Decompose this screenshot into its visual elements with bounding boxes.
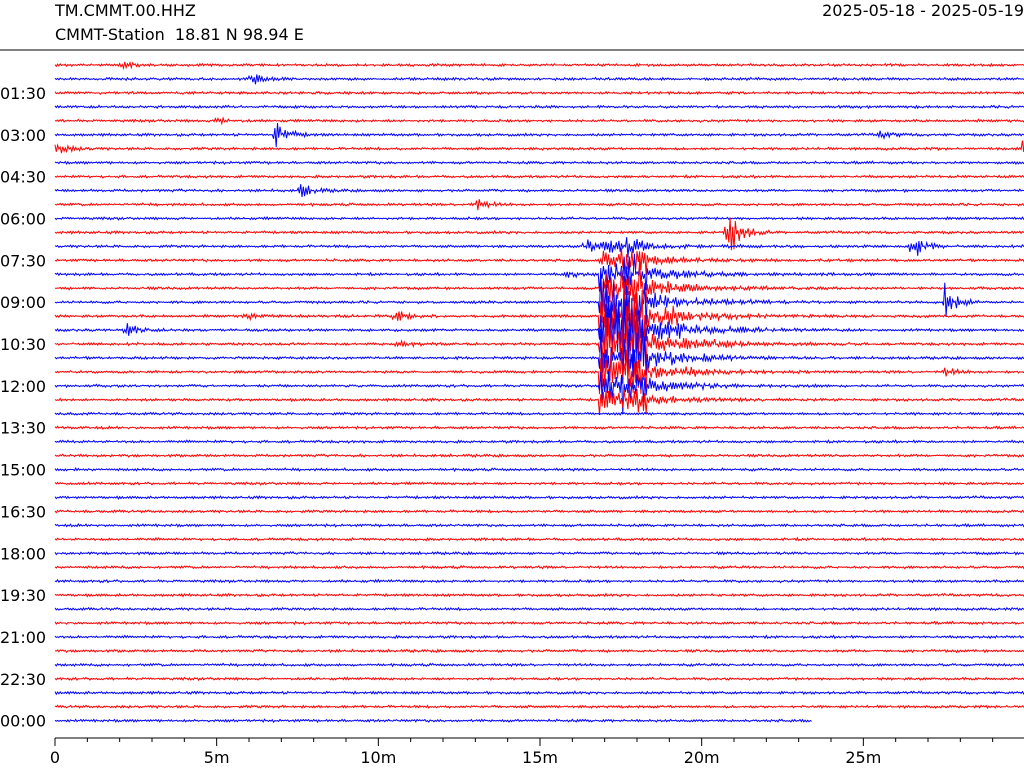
- trace-31: [54, 494, 1024, 500]
- trace-39: [54, 606, 1024, 612]
- trace-5: [54, 122, 1024, 148]
- trace-29: [54, 467, 1024, 473]
- x-tick-label: 0: [50, 748, 60, 767]
- trace-43: [54, 662, 1024, 668]
- trace-34: [54, 536, 1024, 542]
- trace-28: [54, 453, 1024, 459]
- trace-11: [54, 215, 1024, 221]
- trace-10: [54, 199, 1024, 211]
- y-tick-label: 22:30: [0, 670, 46, 689]
- y-tick-label: 12:00: [0, 377, 46, 396]
- trace-44: [54, 676, 1024, 682]
- trace-32: [54, 509, 1024, 514]
- trace-35: [54, 550, 1024, 556]
- seismic-traces: [54, 60, 1024, 724]
- trace-20: [54, 303, 1024, 386]
- trace-7: [54, 160, 1024, 166]
- y-tick-label: 21:00: [0, 628, 46, 647]
- trace-13: [54, 237, 1024, 258]
- x-tick-label: 5m: [204, 748, 230, 767]
- y-tick-label: 03:00: [0, 126, 46, 145]
- station-info: CMMT-Station 18.81 N 98.94 E: [55, 25, 304, 44]
- y-tick-label: 01:30: [0, 84, 46, 103]
- y-tick-label: 16:30: [0, 502, 46, 521]
- trace-15: [54, 253, 1024, 292]
- trace-27: [54, 439, 1024, 445]
- trace-38: [54, 592, 1024, 598]
- trace-42: [54, 648, 1024, 654]
- trace-2: [54, 90, 1024, 96]
- x-tick-label: 25m: [845, 748, 881, 767]
- y-ticks: 01:30 03:00 04:30 06:00 07:30 09:00 10:30 12:00…: [0, 84, 46, 731]
- trace-24: [54, 388, 1024, 415]
- x-tick-label: 15m: [522, 748, 558, 767]
- trace-17: [54, 267, 1024, 342]
- trace-4: [54, 116, 1024, 126]
- trace-9: [54, 184, 1024, 198]
- trace-30: [54, 481, 1024, 486]
- y-tick-label: 10:30: [0, 335, 46, 354]
- trace-1: [54, 74, 1024, 85]
- trace-36: [54, 564, 1024, 570]
- trace-33: [54, 522, 1024, 528]
- y-tick-label: 04:30: [0, 168, 46, 187]
- x-ticks: 0 5m 10m 15m 20m 25m: [50, 738, 994, 767]
- x-tick-label: 20m: [684, 748, 720, 767]
- y-tick-label: 18:00: [0, 544, 46, 563]
- chart-axes: [0, 49, 1024, 739]
- trace-12: [54, 217, 1024, 251]
- date-range: 2025-05-18 - 2025-05-19: [822, 1, 1024, 20]
- trace-40: [54, 620, 1024, 626]
- trace-26: [54, 425, 1024, 431]
- trace-16: [54, 258, 1024, 304]
- y-tick-label: 13:30: [0, 419, 46, 438]
- trace-0: [54, 60, 1024, 71]
- y-tick-label: 19:30: [0, 586, 46, 605]
- trace-47: [54, 718, 812, 724]
- trace-37: [54, 578, 1024, 584]
- trace-8: [54, 173, 1024, 179]
- trace-18: [54, 282, 1024, 351]
- y-tick-label: 06:00: [0, 209, 46, 228]
- trace-23: [54, 371, 1024, 414]
- station-code: TM.CMMT.00.HHZ: [55, 1, 196, 20]
- y-tick-label: 00:00: [0, 712, 46, 731]
- trace-19: [54, 293, 1024, 375]
- trace-21: [54, 324, 1024, 384]
- trace-46: [54, 704, 1024, 710]
- y-tick-label: 15:00: [0, 461, 46, 480]
- trace-6: [54, 140, 1024, 154]
- x-tick-label: 10m: [360, 748, 396, 767]
- trace-22: [54, 349, 1024, 395]
- trace-3: [54, 104, 1024, 110]
- y-tick-label: 07:30: [0, 251, 46, 270]
- trace-14: [54, 248, 1024, 275]
- trace-25: [54, 411, 1024, 417]
- y-tick-label: 09:00: [0, 293, 46, 312]
- trace-45: [54, 690, 1024, 696]
- trace-41: [54, 634, 1024, 640]
